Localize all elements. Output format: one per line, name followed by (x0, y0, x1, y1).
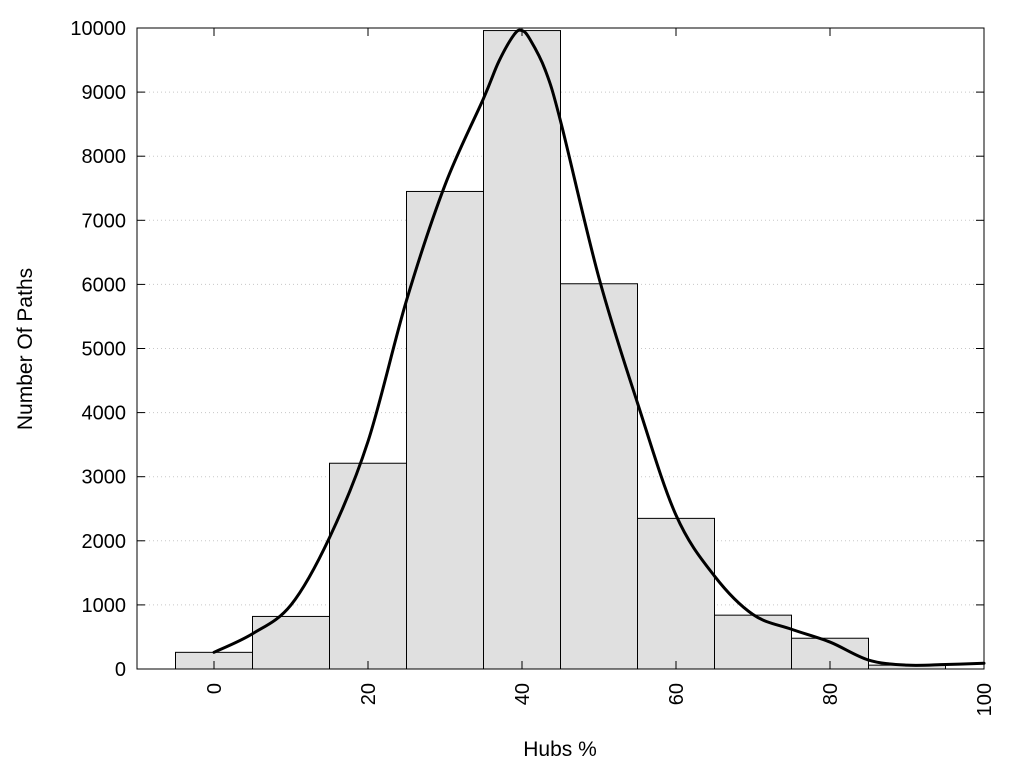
histogram-bar (252, 615, 330, 670)
x-tick-label: 80 (820, 683, 842, 705)
histogram-bar (406, 190, 484, 670)
x-axis-label: Hubs % (523, 738, 597, 761)
histogram-bar (483, 30, 561, 670)
x-tick-label: 0 (204, 683, 226, 694)
density-curve-layer (212, 28, 986, 667)
density-curve (212, 28, 986, 667)
y-tick-label: 5000 (82, 339, 127, 361)
y-axis-ticks: 0 1000 2000 3000 4000 5000 6000 7000 8000 9000 100… (70, 18, 984, 681)
x-tick-label: 40 (512, 683, 534, 705)
y-tick-label: 6000 (82, 274, 127, 296)
histogram-bar (329, 462, 407, 670)
y-tick-label: 0 (115, 659, 126, 681)
x-tick-label: 20 (358, 683, 380, 705)
histogram-bar (560, 283, 638, 670)
x-axis-ticks: 0 20 40 60 80 100 (204, 28, 996, 716)
y-axis-label: Number Of Paths (14, 268, 37, 430)
y-tick-label: 1000 (82, 595, 127, 617)
y-tick-label: 2000 (82, 531, 127, 553)
y-tick-label: 9000 (82, 82, 127, 104)
y-tick-label: 10000 (70, 18, 126, 40)
histogram-bars (175, 30, 946, 670)
histogram-bar (637, 517, 715, 670)
y-tick-label: 3000 (82, 467, 127, 489)
x-tick-label: 100 (974, 683, 996, 716)
y-tick-label: 7000 (82, 210, 127, 232)
x-tick-label: 60 (666, 683, 688, 705)
y-tick-label: 8000 (82, 146, 127, 168)
y-tick-label: 4000 (82, 403, 127, 425)
histogram-bar (714, 614, 792, 670)
